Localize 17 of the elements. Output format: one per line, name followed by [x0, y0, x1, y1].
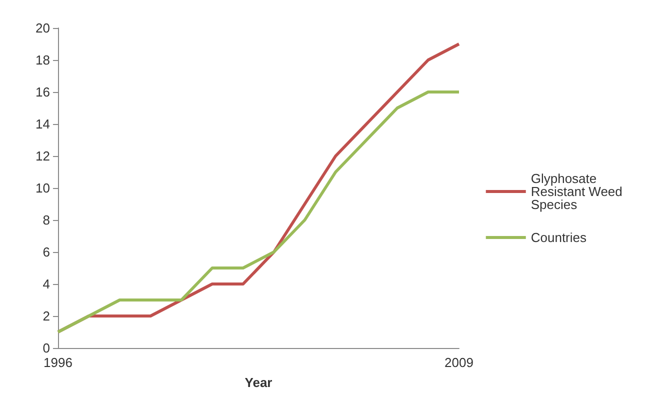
y-tick-label: 6 — [42, 244, 50, 260]
y-tick-label: 20 — [36, 20, 50, 36]
y-tick-label: 18 — [36, 52, 50, 68]
line-series — [56, 90, 460, 334]
x-tick-label: 2009 — [444, 355, 474, 370]
y-tick-label: 12 — [36, 148, 50, 164]
y-tick-label: 10 — [36, 180, 50, 196]
y-tick-label: 8 — [42, 212, 50, 228]
legend-label: Countries — [530, 230, 587, 245]
y-tick-label: 4 — [42, 276, 50, 292]
y-tick-label: 0 — [42, 340, 50, 356]
y-tick-label: 14 — [36, 116, 50, 132]
y-tick-label: 2 — [42, 308, 50, 324]
legend-label: Glyphosate Resistant Weed Species — [530, 171, 626, 212]
y-tick-label: 16 — [36, 84, 50, 100]
x-tick-label: 1996 — [44, 355, 72, 370]
x-axis-title: Year — [244, 375, 272, 390]
